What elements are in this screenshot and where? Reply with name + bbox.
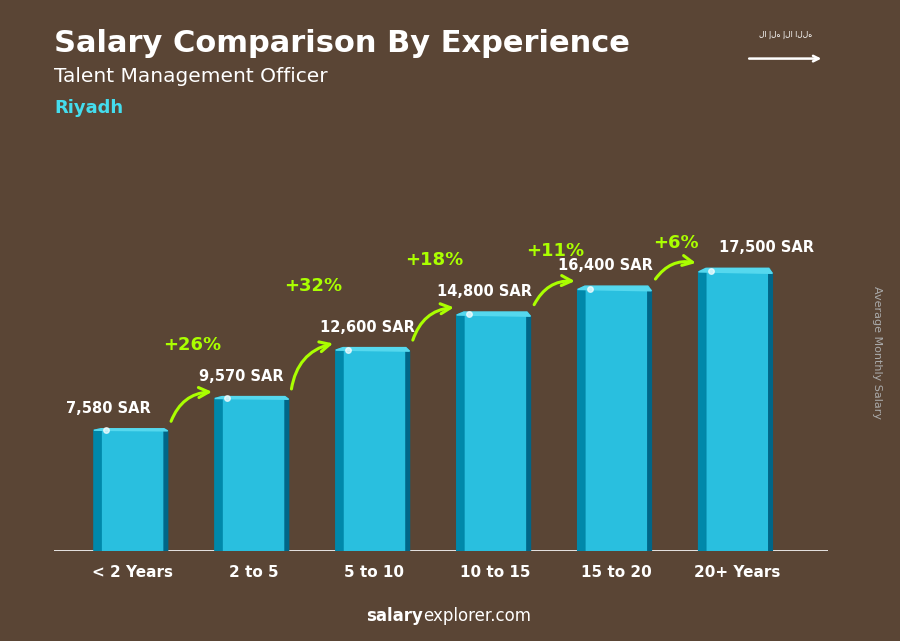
Text: Riyadh: Riyadh <box>54 99 123 117</box>
Polygon shape <box>215 397 222 551</box>
Polygon shape <box>769 269 772 551</box>
Polygon shape <box>336 347 343 551</box>
Polygon shape <box>285 397 289 551</box>
Text: explorer.com: explorer.com <box>423 607 531 625</box>
Polygon shape <box>578 286 652 291</box>
Polygon shape <box>456 312 530 316</box>
Text: 9,570 SAR: 9,570 SAR <box>199 369 284 383</box>
Polygon shape <box>94 429 167 431</box>
Text: +26%: +26% <box>164 336 221 354</box>
Polygon shape <box>215 397 289 399</box>
Text: Salary Comparison By Experience: Salary Comparison By Experience <box>54 29 630 58</box>
Polygon shape <box>698 269 706 551</box>
Bar <box>343 347 406 551</box>
Text: +11%: +11% <box>526 242 584 260</box>
Polygon shape <box>578 286 585 551</box>
Text: +32%: +32% <box>284 277 343 295</box>
Text: لا إله إلا الله: لا إله إلا الله <box>759 30 812 39</box>
Text: 12,600 SAR: 12,600 SAR <box>320 320 415 335</box>
Polygon shape <box>456 312 464 551</box>
Polygon shape <box>526 312 530 551</box>
Polygon shape <box>164 429 167 551</box>
Text: Talent Management Officer: Talent Management Officer <box>54 67 328 87</box>
Text: 17,500 SAR: 17,500 SAR <box>719 240 814 255</box>
Text: salary: salary <box>366 607 423 625</box>
Polygon shape <box>94 429 101 551</box>
Bar <box>585 286 648 551</box>
Bar <box>101 429 164 551</box>
Text: 16,400 SAR: 16,400 SAR <box>558 258 653 273</box>
Polygon shape <box>698 269 772 273</box>
Text: +6%: +6% <box>653 233 699 251</box>
Text: +18%: +18% <box>405 251 464 269</box>
Text: Average Monthly Salary: Average Monthly Salary <box>872 286 883 419</box>
Polygon shape <box>648 286 652 551</box>
Text: 7,580 SAR: 7,580 SAR <box>66 401 151 416</box>
Polygon shape <box>406 347 410 551</box>
Text: 14,800 SAR: 14,800 SAR <box>437 284 533 299</box>
Bar <box>706 269 769 551</box>
Polygon shape <box>336 347 410 351</box>
Bar <box>464 312 526 551</box>
Bar <box>222 397 285 551</box>
